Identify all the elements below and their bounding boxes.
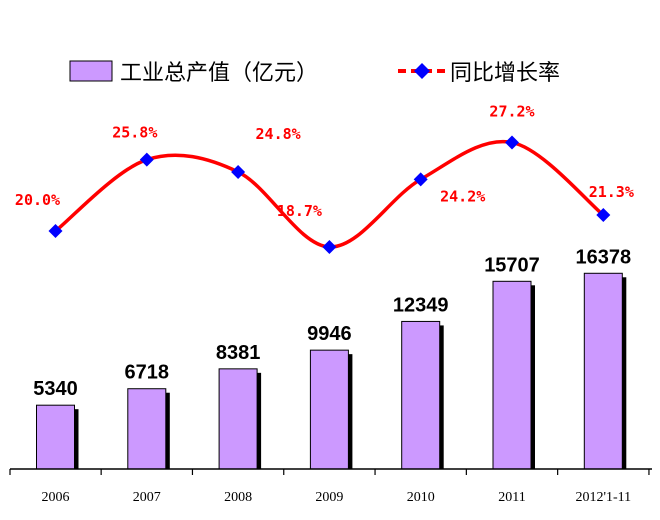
bar [401, 320, 441, 470]
growth-line-series [54, 139, 605, 249]
growth-value-label: 21.3% [589, 183, 634, 201]
growth-value-label: 24.8% [256, 125, 301, 143]
legend-line-marker [414, 63, 430, 79]
growth-marker [322, 239, 337, 254]
x-axis-ticks [9, 469, 650, 475]
bar-value-label: 16378 [575, 246, 631, 268]
bar-value-label: 12349 [393, 294, 449, 316]
growth-value-label: 25.8% [112, 124, 157, 142]
bar-value-label: 5340 [33, 378, 78, 400]
growth-value-label: 18.7% [277, 202, 322, 220]
growth-marker [596, 208, 611, 223]
bar-value-label: 6718 [125, 362, 170, 384]
bar [492, 280, 532, 470]
growth-marker [231, 164, 246, 179]
bar [36, 404, 75, 470]
x-tick-label: 2010 [407, 490, 435, 505]
growth-data-labels: 20.0% 25.8% 24.8% 18.7% 24.2% 27.2% 21.3% [15, 102, 634, 220]
x-tick-label: 2011 [498, 490, 525, 505]
bar-value-label: 15707 [484, 254, 540, 276]
bar [218, 368, 258, 470]
legend-bar-label: 工业总产值（亿元） [120, 61, 318, 86]
legend: 工业总产值（亿元） 同比增长率 [69, 60, 560, 86]
growth-value-label: 24.2% [440, 187, 485, 205]
growth-marker [48, 224, 63, 238]
growth-marker [413, 172, 428, 187]
bar [583, 272, 623, 470]
x-tick-label: 2009 [315, 490, 343, 505]
legend-line-label: 同比增长率 [450, 61, 560, 86]
bar [127, 388, 167, 470]
x-tick-label: 2008 [224, 490, 252, 505]
growth-marker [139, 152, 154, 167]
growth-value-label: 20.0% [15, 191, 60, 209]
growth-markers [48, 135, 611, 254]
growth-marker [505, 135, 519, 150]
x-tick-label: 2012'1-11 [575, 490, 631, 505]
bar-data-labels: 5340 6718 8381 9946 12349 15707 16378 [33, 246, 631, 400]
growth-value-label: 27.2% [489, 102, 534, 120]
legend-bar-swatch [69, 60, 113, 82]
x-axis-tick-labels: 2006 2007 2008 2009 2010 2011 2012'1-11 [42, 490, 632, 505]
bar-series [36, 272, 627, 470]
bar [309, 349, 349, 470]
growth-line [54, 139, 605, 249]
bar-value-label: 8381 [216, 342, 261, 364]
bar-value-label: 9946 [307, 323, 352, 345]
x-tick-label: 2007 [133, 490, 161, 505]
x-tick-label: 2006 [42, 490, 70, 505]
